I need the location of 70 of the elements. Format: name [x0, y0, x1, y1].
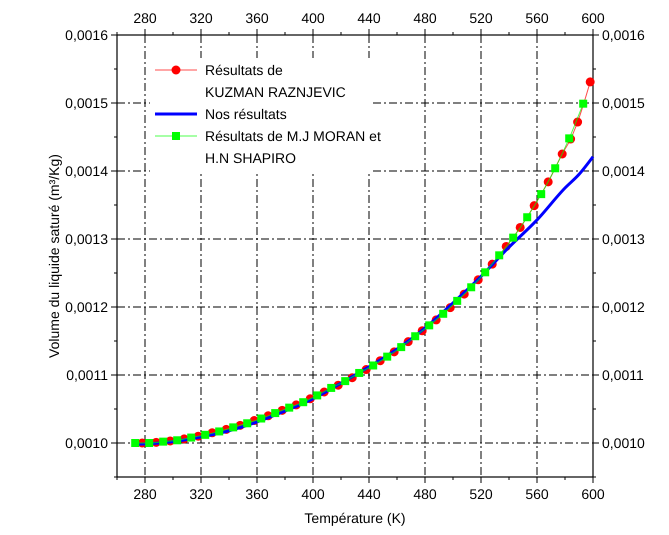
legend-label: Résultats de KUZMAN RAZNJEVIC	[205, 62, 346, 100]
point	[271, 409, 280, 418]
point	[159, 438, 168, 446]
x2-tick-label: 360	[245, 10, 269, 26]
legend-label: Résultats de M.J MORAN et H.N SHAPIRO	[205, 128, 381, 166]
y-tick-label: 0,0010	[65, 434, 108, 451]
x2-tick-label: 600	[581, 10, 605, 26]
y2-tick-label: 0,0011	[602, 366, 644, 383]
point	[215, 427, 224, 436]
point	[453, 296, 462, 305]
x2-tick-label: 400	[301, 10, 325, 26]
point	[243, 419, 252, 428]
y2-tick-label: 0,0014	[602, 162, 646, 179]
x-tick-label: 600	[581, 486, 605, 502]
point	[467, 283, 476, 292]
point	[369, 361, 378, 370]
x2-tick-label: 280	[133, 10, 157, 26]
y-tick-label: 0,0012	[65, 298, 108, 315]
x2-tick-label: 560	[525, 10, 549, 26]
point	[341, 377, 350, 386]
point	[285, 404, 294, 412]
x-tick-label: 320	[189, 486, 213, 502]
y-tick-label: 0,0011	[66, 366, 108, 383]
point	[173, 436, 182, 444]
point	[201, 430, 210, 439]
point	[411, 332, 420, 340]
y-tick-label: 0,0015	[65, 94, 108, 111]
point	[523, 213, 532, 222]
point	[495, 251, 504, 260]
point	[586, 77, 595, 86]
x-tick-label: 280	[133, 486, 157, 502]
point	[229, 423, 238, 432]
x2-tick-label: 320	[189, 10, 213, 26]
point	[509, 234, 518, 242]
point	[187, 434, 196, 442]
y2-tick-label: 0,0012	[602, 298, 646, 315]
y2-tick-label: 0,0010	[602, 434, 646, 451]
y2-tick-label: 0,0013	[602, 230, 646, 247]
point	[425, 321, 434, 330]
y-tick-label: 0,0016	[65, 26, 108, 43]
point	[131, 439, 140, 447]
legend-label: Nos résultats	[205, 106, 287, 122]
x-tick-label: 520	[469, 486, 493, 502]
x-axis-title: Température (K)	[304, 510, 406, 526]
x-tick-label: 400	[301, 486, 325, 502]
point	[383, 352, 392, 361]
x-tick-label: 360	[245, 486, 269, 502]
x-tick-label: 560	[525, 486, 549, 502]
point	[551, 164, 560, 172]
point	[327, 384, 336, 392]
point	[439, 310, 448, 318]
x2-tick-label: 520	[469, 10, 493, 26]
point	[355, 368, 364, 377]
x-tick-label: 440	[357, 486, 381, 502]
point	[145, 439, 154, 447]
point	[579, 100, 588, 108]
y2-tick-label: 0,0016	[602, 26, 646, 43]
y-tick-label: 0,0014	[65, 162, 108, 179]
y2-tick-label: 0,0015	[602, 94, 646, 111]
point	[481, 268, 490, 276]
point	[313, 391, 322, 400]
x2-tick-label: 480	[413, 10, 437, 26]
y-tick-label: 0,0013	[65, 230, 108, 247]
y-axis-title: Volume du liquide saturé (m³/Kg)	[46, 154, 62, 358]
point	[397, 343, 406, 352]
x2-tick-label: 440	[357, 10, 381, 26]
point	[257, 414, 266, 423]
point	[537, 190, 546, 198]
point	[299, 398, 308, 406]
x-tick-label: 480	[413, 486, 437, 502]
